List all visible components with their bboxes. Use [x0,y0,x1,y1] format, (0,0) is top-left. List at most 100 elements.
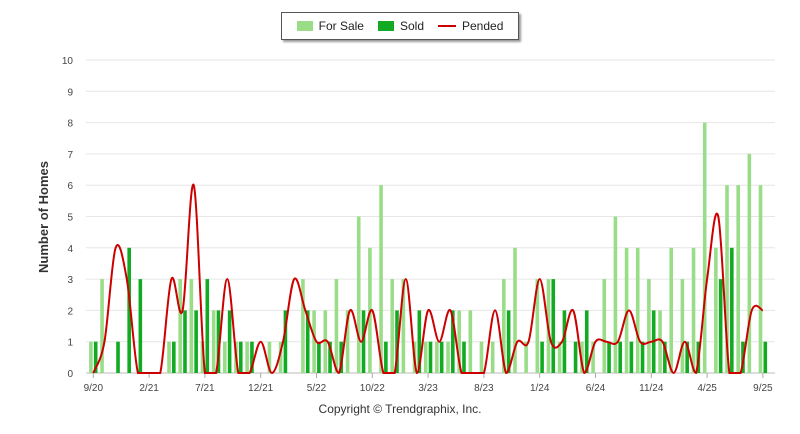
bar-sold [462,341,466,373]
bar-sold [439,341,444,373]
bar-sold [172,341,176,373]
bar-for-sale [758,185,763,373]
bar-for-sale [334,279,339,373]
bar-for-sale [278,341,283,373]
bar-sold [763,341,768,373]
bar-sold [328,341,332,373]
bar-sold [127,247,131,373]
bar-for-sale [356,216,361,373]
bar-sold [730,247,734,373]
bar-sold [305,310,310,373]
bar-sold [551,279,556,373]
legend: For Sale Sold Pended [281,12,519,40]
bar-sold [584,310,589,373]
x-tick-label: 5/22 [307,383,327,394]
sold-swatch [377,21,394,31]
bar-sold [573,341,578,373]
bar-sold [428,341,433,373]
bar-for-sale [323,310,328,373]
x-tick-label: 9/20 [84,383,104,394]
bar-sold [640,341,645,373]
bar-for-sale [89,341,93,373]
bar-for-sale [502,279,506,373]
legend-label: Sold [399,19,424,33]
bar-sold [506,310,511,373]
pended-line [92,184,764,375]
bar-for-sale [680,279,685,373]
bar-sold [194,310,198,373]
y-tick-label: 0 [67,369,73,380]
x-tick-label: 9/25 [753,383,773,394]
bar-for-sale [702,122,707,373]
y-tick-label: 9 [67,87,73,98]
y-tick-label: 6 [67,181,73,192]
y-tick-label: 2 [67,306,73,317]
bar-for-sale [167,341,171,373]
bar-sold [317,341,321,373]
bar-for-sale [513,247,517,373]
bar-sold [361,310,366,373]
bar-sold [205,279,210,373]
bar-for-sale [189,279,194,373]
bar-for-sale [345,310,350,373]
bar-for-sale [490,341,495,373]
bar-for-sale [435,341,439,373]
legend-item-sold[interactable]: Sold [377,19,424,33]
x-tick-label: 3/23 [418,383,438,394]
bar-for-sale [479,341,484,373]
bar-for-sale [524,341,528,373]
bar-for-sale [100,279,104,373]
x-tick-label: 2/21 [139,383,159,394]
x-tick-label: 7/21 [195,383,215,394]
legend-label: For Sale [318,19,364,33]
y-tick-label: 10 [62,56,74,67]
y-tick-label: 7 [67,150,73,161]
bar-sold [540,341,544,373]
copyright: Copyright © Trendgraphix, Inc. [318,402,482,416]
legend-item-pended[interactable]: Pended [438,19,503,33]
bar-for-sale [635,247,640,373]
bar-for-sale [211,310,216,373]
bar-for-sale [401,279,406,373]
bar-for-sale [312,310,316,373]
bar-sold [384,341,388,373]
bar-for-sale [223,341,227,373]
bar-for-sale [200,341,205,373]
x-tick-label: 4/25 [697,383,717,394]
bar-for-sale [725,185,729,373]
legend-item-for-sale[interactable]: For Sale [296,19,364,33]
y-axis-label: Number of Homes [36,161,51,273]
y-tick-label: 1 [67,338,73,349]
bar-for-sale [647,279,651,373]
bar-sold [607,341,611,373]
bar-for-sale [714,247,718,373]
for-sale-swatch [296,21,313,31]
x-tick-label: 8/23 [474,383,494,394]
y-tick-label: 4 [67,244,73,255]
bar-sold [629,341,634,373]
x-tick-label: 6/24 [586,383,606,394]
bar-sold [93,341,98,373]
bar-sold [227,310,232,373]
bar-sold [663,341,667,373]
bar-sold [116,341,120,373]
bar-sold [562,310,567,373]
bar-for-sale [747,153,752,373]
bar-sold [417,310,422,373]
bar-for-sale [658,310,662,373]
bar-for-sale [446,341,450,373]
legend-label: Pended [462,19,504,33]
x-tick-label: 10/22 [360,383,385,394]
bar-sold [618,341,623,373]
bar-for-sale [245,341,249,373]
bar-sold [138,279,143,373]
x-tick-label: 12/21 [248,383,273,394]
bar-for-sale [613,216,618,373]
bar-sold [451,310,455,373]
x-tick-label: 11/24 [639,383,664,394]
bar-for-sale [591,341,595,373]
bar-for-sale [691,247,696,373]
y-tick-label: 5 [67,213,73,224]
bar-sold [395,310,399,373]
bar-for-sale [457,310,461,373]
